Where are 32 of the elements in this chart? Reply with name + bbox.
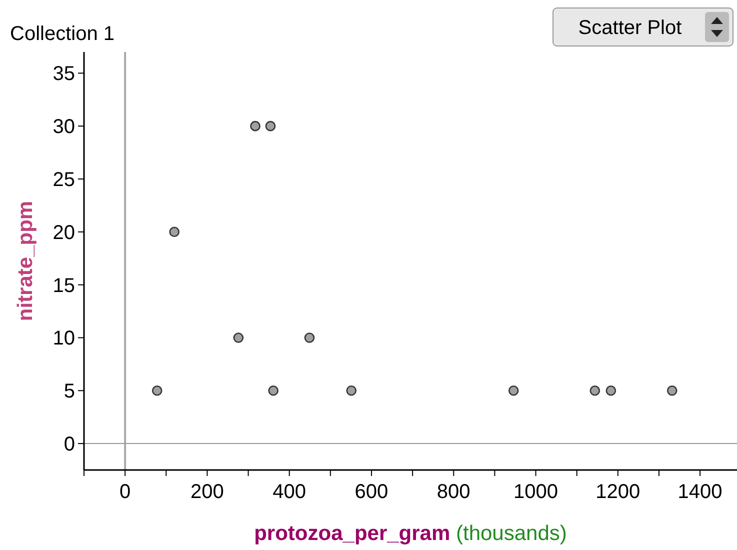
- point: [169, 226, 180, 238]
- x-tick-label: 800: [436, 481, 470, 503]
- y-tick-label: 5: [64, 380, 75, 403]
- x-tick-label: 1400: [678, 481, 722, 503]
- point: [508, 385, 519, 396]
- y-tick-label: 35: [52, 63, 75, 86]
- point: [250, 120, 260, 132]
- point: [606, 385, 616, 396]
- x-tick-label: 1000: [514, 481, 558, 503]
- dropdown-menu: Scatter Plot: [552, 8, 734, 46]
- point: [265, 120, 276, 132]
- point: [233, 332, 244, 343]
- y-tick-label: 20: [52, 222, 75, 244]
- y-tick-label: 0: [64, 434, 75, 456]
- y-axis-title: nitrate_ppm: [14, 200, 37, 322]
- point: [152, 385, 162, 396]
- point: [304, 332, 315, 343]
- x-tick-label: 1200: [596, 481, 640, 503]
- chart-title: Collection 1: [10, 23, 115, 45]
- y-tick-label: 10: [52, 328, 75, 350]
- point: [590, 385, 600, 396]
- point: [666, 385, 678, 396]
- y-tick-label: 30: [52, 116, 75, 138]
- x-tick-label: 400: [272, 481, 306, 503]
- x-tick-label: 200: [190, 481, 224, 503]
- x-tick-label: 600: [354, 481, 388, 503]
- x-axis-title: protozoa_per_gram (thousands): [254, 522, 567, 545]
- y-tick-label: 15: [52, 274, 75, 297]
- point: [268, 385, 278, 396]
- y-tick-label: 25: [52, 168, 75, 191]
- x-tick-label: 0: [120, 481, 131, 503]
- point: [346, 385, 357, 396]
